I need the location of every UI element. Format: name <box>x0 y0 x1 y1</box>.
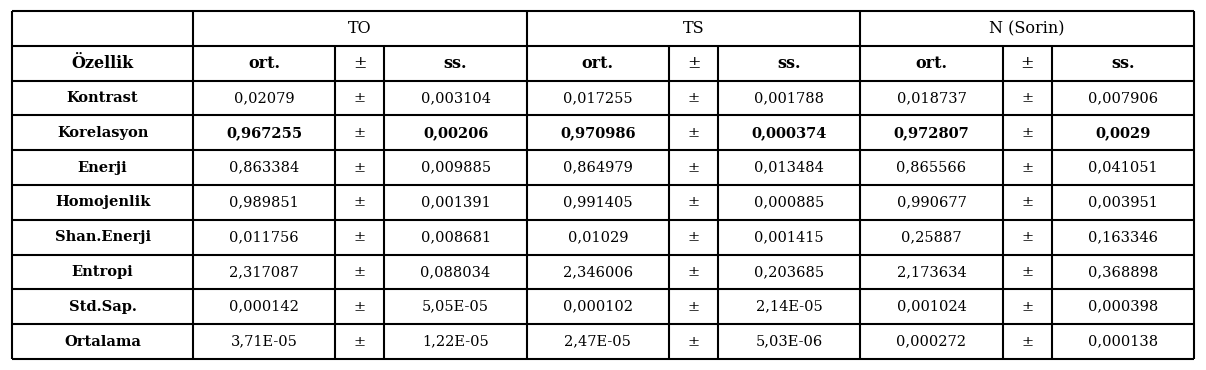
Text: 0,02079: 0,02079 <box>234 91 294 105</box>
Text: Korelasyon: Korelasyon <box>57 126 148 140</box>
Text: ±: ± <box>353 55 367 72</box>
Text: 0,001391: 0,001391 <box>421 195 491 209</box>
Text: ±: ± <box>687 161 699 175</box>
Text: 0,000272: 0,000272 <box>896 334 966 349</box>
Text: ±: ± <box>353 334 365 349</box>
Text: Ortalama: Ortalama <box>64 334 141 349</box>
Text: 0,865566: 0,865566 <box>896 161 966 175</box>
Text: ±: ± <box>687 126 699 140</box>
Text: N (Sorin): N (Sorin) <box>989 20 1065 37</box>
Text: 0,000374: 0,000374 <box>751 126 827 140</box>
Text: ±: ± <box>687 91 699 105</box>
Text: 0,001415: 0,001415 <box>755 230 824 244</box>
Text: 0,017255: 0,017255 <box>563 91 633 105</box>
Text: 0,008681: 0,008681 <box>421 230 491 244</box>
Text: Özellik: Özellik <box>71 55 134 72</box>
Text: 2,317087: 2,317087 <box>229 265 299 279</box>
Text: 0,163346: 0,163346 <box>1088 230 1158 244</box>
Text: TS: TS <box>683 20 704 37</box>
Text: ±: ± <box>353 300 365 314</box>
Text: 0,00206: 0,00206 <box>423 126 488 140</box>
Text: 2,14E-05: 2,14E-05 <box>756 300 822 314</box>
Text: ±: ± <box>353 126 365 140</box>
Text: Enerji: Enerji <box>77 161 128 175</box>
Text: ±: ± <box>686 55 701 72</box>
Text: ±: ± <box>353 265 365 279</box>
Text: ±: ± <box>687 334 699 349</box>
Text: ±: ± <box>353 230 365 244</box>
Text: ±: ± <box>1021 265 1034 279</box>
Text: ±: ± <box>1021 334 1034 349</box>
Text: 0,018737: 0,018737 <box>896 91 966 105</box>
Text: 0,000142: 0,000142 <box>229 300 299 314</box>
Text: 0,970986: 0,970986 <box>560 126 636 140</box>
Text: ±: ± <box>1021 126 1034 140</box>
Text: 1,22E-05: 1,22E-05 <box>422 334 488 349</box>
Text: 0,013484: 0,013484 <box>754 161 824 175</box>
Text: 0,041051: 0,041051 <box>1088 161 1158 175</box>
Text: Std.Sap.: Std.Sap. <box>69 300 136 314</box>
Text: 0,009885: 0,009885 <box>421 161 491 175</box>
Text: 0,003104: 0,003104 <box>421 91 491 105</box>
Text: 0,000102: 0,000102 <box>563 300 633 314</box>
Text: 5,03E-06: 5,03E-06 <box>756 334 822 349</box>
Text: ±: ± <box>687 265 699 279</box>
Text: ort.: ort. <box>248 55 280 72</box>
Text: ss.: ss. <box>1111 55 1135 72</box>
Text: ±: ± <box>1021 161 1034 175</box>
Text: ±: ± <box>687 230 699 244</box>
Text: ort.: ort. <box>915 55 948 72</box>
Text: 0,007906: 0,007906 <box>1088 91 1158 105</box>
Text: 0,863384: 0,863384 <box>229 161 299 175</box>
Text: 0,088034: 0,088034 <box>421 265 491 279</box>
Text: 0,01029: 0,01029 <box>568 230 628 244</box>
Text: ±: ± <box>687 195 699 209</box>
Text: 0,990677: 0,990677 <box>896 195 966 209</box>
Text: ±: ± <box>1021 300 1034 314</box>
Text: ±: ± <box>1021 91 1034 105</box>
Text: Entropi: Entropi <box>71 265 134 279</box>
Text: 5,05E-05: 5,05E-05 <box>422 300 490 314</box>
Text: 2,47E-05: 2,47E-05 <box>564 334 631 349</box>
Text: 3,71E-05: 3,71E-05 <box>230 334 298 349</box>
Text: Homojenlik: Homojenlik <box>55 195 151 209</box>
Text: TO: TO <box>349 20 371 37</box>
Text: ss.: ss. <box>444 55 468 72</box>
Text: 0,368898: 0,368898 <box>1088 265 1158 279</box>
Text: ±: ± <box>1020 55 1034 72</box>
Text: 0,003951: 0,003951 <box>1088 195 1158 209</box>
Text: 0,25887: 0,25887 <box>901 230 961 244</box>
Text: 0,967255: 0,967255 <box>227 126 303 140</box>
Text: 0,001788: 0,001788 <box>754 91 824 105</box>
Text: ±: ± <box>353 161 365 175</box>
Text: ±: ± <box>1021 195 1034 209</box>
Text: ±: ± <box>353 195 365 209</box>
Text: 2,346006: 2,346006 <box>563 265 633 279</box>
Text: 0,972807: 0,972807 <box>894 126 970 140</box>
Text: ±: ± <box>353 91 365 105</box>
Text: 0,011756: 0,011756 <box>229 230 299 244</box>
Text: 0,864979: 0,864979 <box>563 161 633 175</box>
Text: 0,000138: 0,000138 <box>1088 334 1158 349</box>
Text: 0,0029: 0,0029 <box>1095 126 1151 140</box>
Text: 0,989851: 0,989851 <box>229 195 299 209</box>
Text: Kontrast: Kontrast <box>66 91 139 105</box>
Text: 0,000885: 0,000885 <box>754 195 825 209</box>
Text: 2,173634: 2,173634 <box>896 265 966 279</box>
Text: ort.: ort. <box>581 55 614 72</box>
Text: 0,203685: 0,203685 <box>754 265 824 279</box>
Text: Shan.Enerji: Shan.Enerji <box>54 230 151 244</box>
Text: 0,001024: 0,001024 <box>896 300 966 314</box>
Text: ±: ± <box>1021 230 1034 244</box>
Text: 0,000398: 0,000398 <box>1088 300 1158 314</box>
Text: ss.: ss. <box>778 55 801 72</box>
Text: 0,991405: 0,991405 <box>563 195 633 209</box>
Text: ±: ± <box>687 300 699 314</box>
